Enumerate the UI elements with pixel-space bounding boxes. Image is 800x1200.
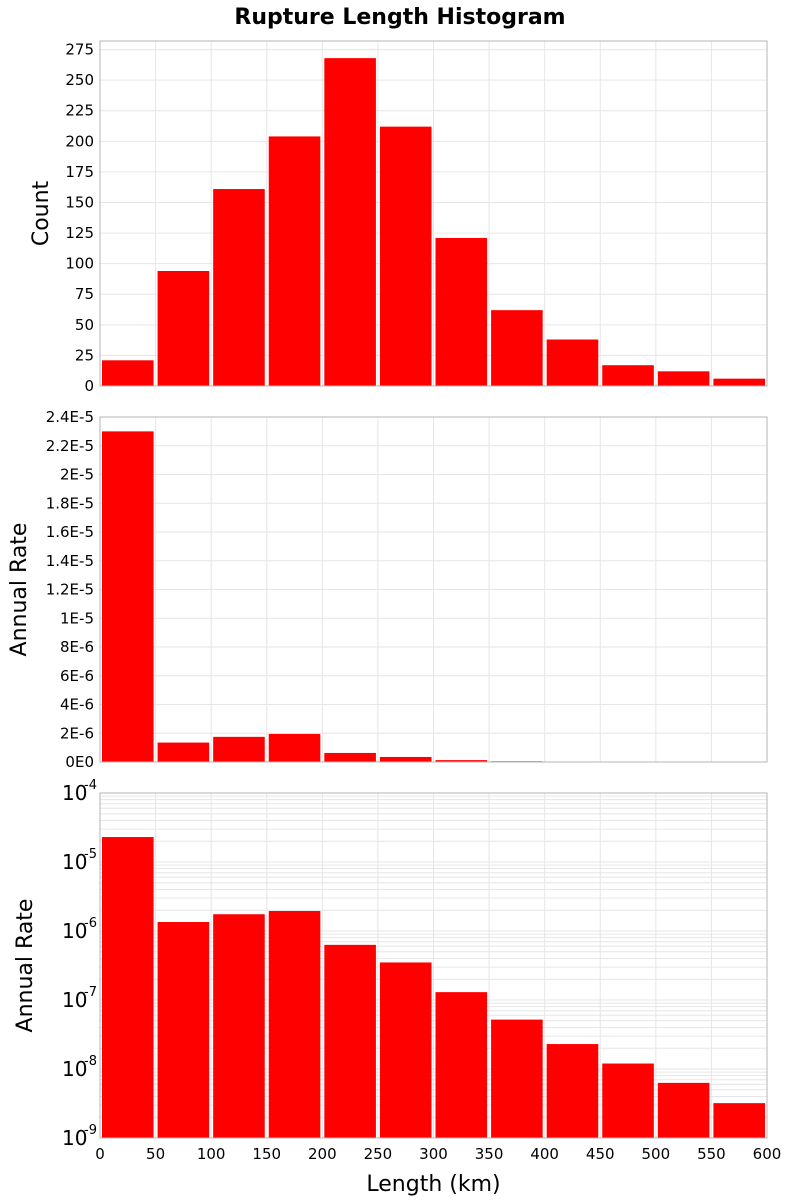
y-axis-label: Annual Rate (7, 523, 32, 657)
x-tick-label: 50 (146, 1145, 165, 1163)
rate-linear-histogram-panel: 0E0 2E-6 4E-6 6E-6 8E-6 1E-5 1.2E-5 1.4E-5 1.6E-… (7, 408, 768, 771)
plot-frame (99, 416, 768, 763)
y-tick-label: 4E-6 (60, 696, 94, 714)
y-axis-label: Count (29, 180, 54, 246)
histogram-bar (213, 189, 265, 386)
histogram-bar (324, 752, 376, 762)
x-tick-label: 350 (475, 1145, 504, 1163)
y-tick-label: 175 (65, 163, 94, 181)
y-tick-label: 10 (62, 1057, 87, 1081)
x-tick-label: 100 (197, 1145, 226, 1163)
histogram-bar (546, 1044, 599, 1138)
y-tick-label: 250 (65, 71, 94, 89)
histogram-bar (213, 914, 265, 1138)
y-tick-label: 10 (62, 850, 87, 874)
histogram-bar (102, 431, 154, 762)
histogram-bar (379, 126, 432, 386)
x-tick-label: 200 (308, 1145, 337, 1163)
y-tick-label: 1.8E-5 (46, 494, 94, 512)
x-tick-label: 450 (586, 1145, 615, 1163)
x-tick-label: 150 (252, 1145, 281, 1163)
y-tick-label: 225 (65, 102, 94, 120)
y-tick-label: 6E-6 (60, 667, 94, 685)
y-axis-label: Annual Rate (13, 899, 38, 1033)
histogram-bar (213, 736, 265, 762)
histogram-bar (157, 742, 210, 762)
histogram-bar (713, 1103, 765, 1138)
y-tick-label: 1E-5 (60, 609, 94, 627)
x-tick-label: 600 (753, 1145, 782, 1163)
y-tick-label: 10 (62, 781, 87, 805)
x-axis-label: Length (km) (366, 1172, 500, 1197)
plot-frame (99, 792, 768, 1139)
y-tick-label: 2.4E-5 (46, 408, 94, 426)
y-tick-exponent: -4 (84, 778, 97, 793)
y-tick-label: 0E0 (65, 753, 94, 771)
count-histogram-panel: 0 25 50 75 100 125 150 175 200 225 250 275 Count (29, 40, 768, 395)
histogram-bar (435, 992, 488, 1138)
y-tick-exponent: -5 (84, 847, 97, 862)
y-tick-label: 1.4E-5 (46, 552, 94, 570)
histogram-bar (546, 339, 599, 386)
x-tick-label: 400 (530, 1145, 559, 1163)
histogram-bar (324, 944, 376, 1138)
histogram-bar (157, 271, 210, 386)
histogram-bar (657, 1082, 710, 1138)
histogram-bar (268, 910, 321, 1138)
histogram-bar (379, 756, 432, 762)
histogram-bar (491, 310, 543, 386)
y-tick-label: 75 (75, 285, 94, 303)
y-tick-label: 275 (65, 41, 94, 59)
y-tick-exponent: -6 (84, 916, 97, 931)
y-tick-label: 25 (75, 346, 94, 364)
y-tick-exponent: -8 (84, 1054, 97, 1069)
y-tick-label: 10 (62, 919, 87, 943)
x-tick-label: 500 (642, 1145, 671, 1163)
chart-title: Rupture Length Histogram (234, 5, 565, 30)
x-tick-label: 0 (95, 1145, 105, 1163)
y-tick-label: 10 (62, 1126, 87, 1150)
histogram-bar (491, 1019, 543, 1138)
y-tick-label: 2E-6 (60, 724, 94, 742)
histogram-bar (157, 922, 210, 1138)
y-tick-label: 8E-6 (60, 638, 94, 656)
y-tick-label: 2.2E-5 (46, 437, 94, 455)
histogram-bar (379, 962, 432, 1138)
y-tick-label: 150 (65, 193, 94, 211)
plot-frame (99, 40, 768, 387)
histogram-bar (102, 360, 154, 386)
histogram-bar (324, 58, 376, 387)
histogram-bar (102, 837, 154, 1138)
y-tick-label: 50 (75, 316, 94, 334)
y-tick-exponent: -7 (84, 985, 97, 1000)
histogram-bar (657, 371, 710, 386)
histogram-bar (435, 760, 488, 762)
histogram-bar (602, 365, 654, 386)
y-tick-label: 2E-5 (60, 466, 94, 484)
histogram-bar (268, 733, 321, 762)
x-tick-label: 550 (697, 1145, 726, 1163)
y-tick-exponent: -9 (84, 1123, 97, 1138)
y-tick-label: 0 (84, 377, 94, 395)
y-tick-label: 1.2E-5 (46, 581, 94, 599)
x-tick-label: 300 (419, 1145, 448, 1163)
y-tick-label: 125 (65, 224, 94, 242)
x-tick-label: 250 (364, 1145, 393, 1163)
histogram-bar (602, 1063, 654, 1138)
y-tick-label: 100 (65, 255, 94, 273)
y-tick-label: 1.6E-5 (46, 523, 94, 541)
histogram-bar (713, 378, 765, 386)
y-tick-label: 10 (62, 988, 87, 1012)
y-tick-label: 200 (65, 132, 94, 150)
histogram-bar (435, 237, 488, 386)
histogram-bar (268, 136, 321, 386)
